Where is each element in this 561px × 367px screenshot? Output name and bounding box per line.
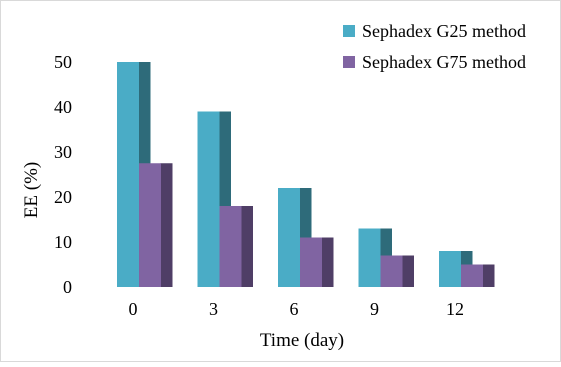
bar-g75-3 <box>219 206 253 287</box>
bar-side-face <box>241 206 253 287</box>
bar-front-face <box>219 206 242 287</box>
bar-g75-12 <box>461 264 495 287</box>
y-tick-label: 30 <box>54 142 72 162</box>
y-tick-labels: 0 10 20 30 40 50 <box>54 52 72 297</box>
bar-side-face <box>402 255 414 287</box>
bars-group <box>117 62 495 287</box>
bar-front-face <box>117 62 139 287</box>
y-tick-label: 50 <box>54 52 72 72</box>
bar-side-face <box>321 237 334 287</box>
bar-front-face <box>197 111 220 287</box>
legend-label-g25: Sephadex G25 method <box>362 21 526 41</box>
bar-front-face <box>461 264 483 287</box>
x-tick-label: 6 <box>290 299 299 319</box>
bar-g75-6 <box>300 237 334 287</box>
y-axis-label: EE (%) <box>21 162 42 218</box>
x-axis-label: Time (day) <box>260 330 344 351</box>
bar-front-face <box>439 251 461 287</box>
legend-label-g75: Sephadex G75 method <box>362 52 526 72</box>
y-tick-label: 40 <box>54 97 72 117</box>
legend-swatch-g25 <box>343 25 355 37</box>
bar-front-face <box>139 163 161 287</box>
bar-front-face <box>358 228 381 287</box>
x-tick-label: 12 <box>446 299 464 319</box>
x-tick-label: 9 <box>370 299 379 319</box>
bar-side-face <box>160 163 173 287</box>
x-tick-labels: 0 3 6 9 12 <box>129 299 465 319</box>
bar-side-face <box>482 264 495 287</box>
x-tick-label: 0 <box>129 299 138 319</box>
bar-front-face <box>380 255 403 287</box>
x-tick-label: 3 <box>209 299 218 319</box>
legend-swatch-g75 <box>343 56 355 68</box>
y-tick-label: 10 <box>54 232 72 252</box>
bar-front-face <box>278 188 300 287</box>
bar-front-face <box>300 237 322 287</box>
legend: Sephadex G25 method Sephadex G75 method <box>343 21 526 72</box>
y-tick-label: 0 <box>63 277 72 297</box>
bar-g75-9 <box>380 255 414 287</box>
bar-g75-0 <box>139 163 173 287</box>
y-tick-label: 20 <box>54 187 72 207</box>
